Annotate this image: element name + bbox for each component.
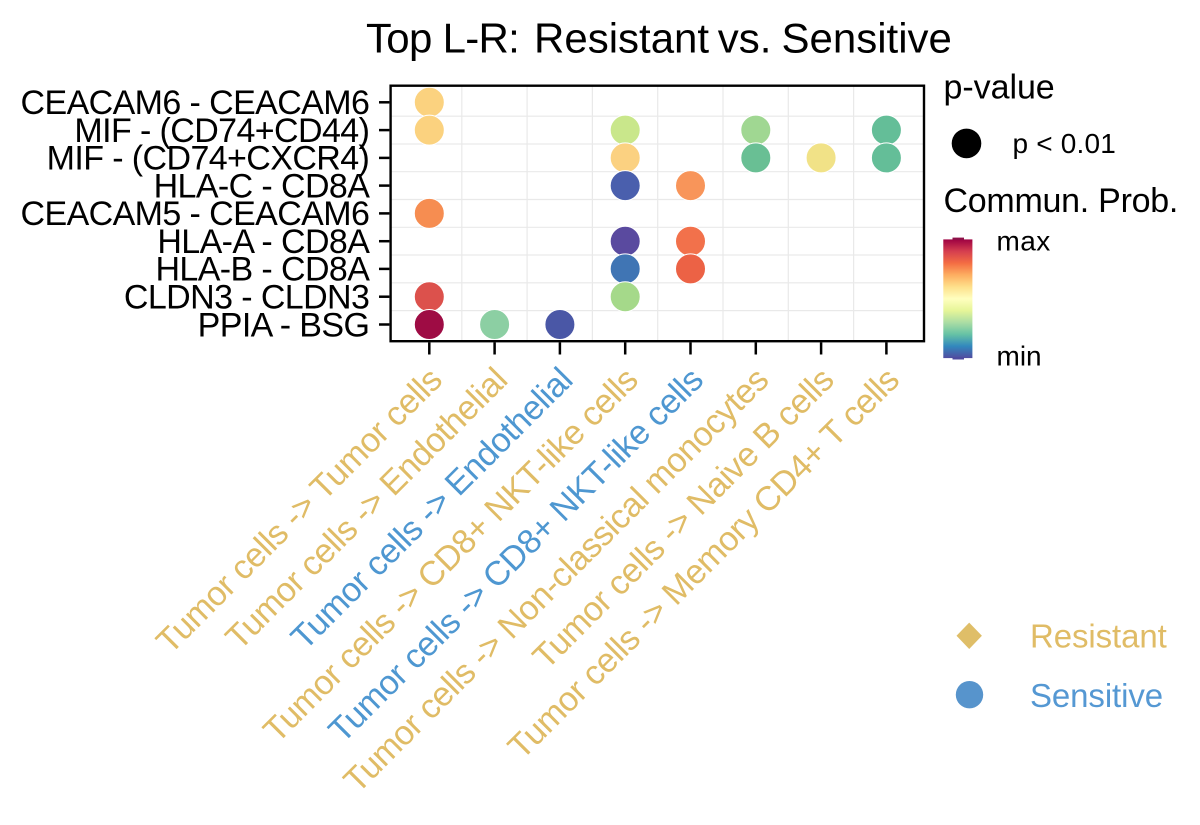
svg-text:HLA-B - CD8A: HLA-B - CD8A <box>155 251 370 289</box>
svg-text:HLA-C - CD8A: HLA-C - CD8A <box>154 167 371 205</box>
svg-text:p-value: p-value <box>944 69 1055 107</box>
svg-text:CEACAM5 - CEACAM6: CEACAM5 - CEACAM6 <box>21 195 370 233</box>
svg-text:CLDN3 - CLDN3: CLDN3 - CLDN3 <box>124 279 369 317</box>
svg-text:Top L-R:: Top L-R: <box>366 14 519 61</box>
svg-text:CEACAM6 - CEACAM6: CEACAM6 - CEACAM6 <box>21 84 370 122</box>
svg-text:Sensitive: Sensitive <box>782 14 952 61</box>
svg-text:PPIA - BSG: PPIA - BSG <box>198 306 370 344</box>
svg-text:MIF - (CD74+CD44): MIF - (CD74+CD44) <box>74 112 369 150</box>
svg-text:max: max <box>997 226 1051 257</box>
svg-text:Commun. Prob.: Commun. Prob. <box>944 182 1179 220</box>
svg-text:MIF - (CD74+CXCR4): MIF - (CD74+CXCR4) <box>47 140 370 178</box>
svg-text:Resistant: Resistant <box>1030 618 1167 655</box>
svg-text:p < 0.01: p < 0.01 <box>1013 128 1117 159</box>
svg-text:Sensitive: Sensitive <box>1030 677 1163 714</box>
svg-text:Resistant: Resistant <box>534 14 709 61</box>
svg-text:min: min <box>997 341 1042 372</box>
svg-text:HLA-A - CD8A: HLA-A - CD8A <box>157 223 370 261</box>
svg-text:vs.: vs. <box>718 14 772 61</box>
